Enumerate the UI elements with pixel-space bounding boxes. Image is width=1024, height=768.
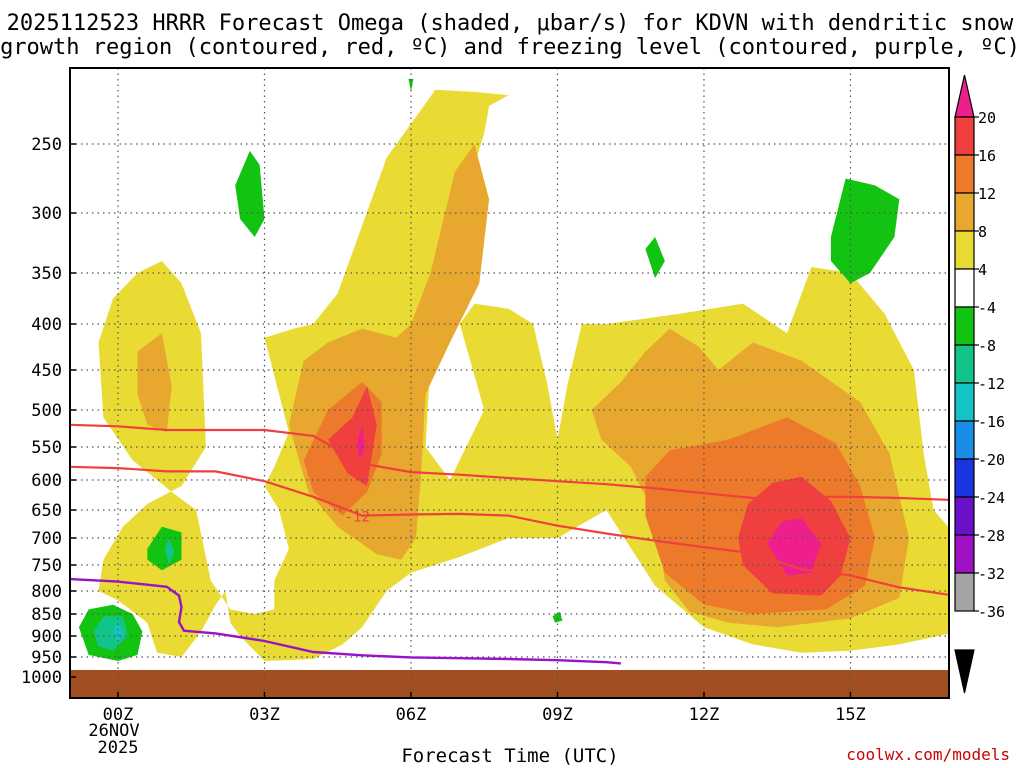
colorbar-label-6: -8: [978, 337, 996, 355]
y-tick-label-300: 300: [31, 204, 62, 224]
x-tick-label-06Z: 06Z: [396, 705, 427, 725]
omega-region-16-6: [328, 386, 377, 486]
omega-region-20-9: [767, 518, 822, 576]
omega-region-neg4-11: [645, 237, 665, 279]
y-tick-label-550: 550: [31, 438, 62, 458]
colorbar-label-8: -16: [978, 413, 1005, 431]
chart-title-line-1: 2025112523 HRRR Forecast Omega (shaded, …: [7, 11, 1014, 36]
colorbar-label-1: 16: [978, 147, 996, 165]
y-tick-label-1000: 1000: [21, 668, 62, 688]
colorbar-box-1: [954, 116, 975, 156]
y-tick-label-750: 750: [31, 556, 62, 576]
omega-region-20-8: [357, 424, 365, 461]
dendritic-growth-contours: -12: [70, 423, 949, 596]
colorbar-label-9: -20: [978, 451, 1005, 469]
dgz-contour-label: -12: [345, 510, 370, 526]
colorbar-box-10: [954, 458, 975, 498]
colorbar-box-3: [954, 192, 975, 232]
colorbar-box-2: [954, 154, 975, 194]
x-tick-label-00Z: 00Z: [103, 705, 134, 725]
y-tick-label-500: 500: [31, 401, 62, 421]
colorbar: 20 16 12 8 4 -4 -8 -12 -16 -20 -24 -28 -32 -36: [954, 74, 1005, 694]
colorbar-top-arrow: [954, 74, 975, 118]
y-tick-label-350: 350: [31, 264, 62, 284]
colorbar-label-3: 8: [978, 223, 987, 241]
y-tick-label-650: 650: [31, 501, 62, 521]
colorbar-label-11: -28: [978, 527, 1005, 545]
x-tick-label-09Z: 09Z: [542, 705, 573, 725]
x-tick-label-15Z: 15Z: [835, 705, 866, 725]
x-axis-label: Forecast Time (UTC): [401, 745, 618, 767]
omega-region-neg4-12: [830, 178, 900, 284]
colorbar-label-5: -4: [978, 299, 996, 317]
x-tick-date: 26NOV: [88, 721, 139, 741]
colorbar-box-12: [954, 534, 975, 574]
colorbar-box-7: [954, 344, 975, 384]
ground-surface: [70, 670, 949, 698]
colorbar-label-2: 12: [978, 185, 996, 203]
y-tick-label-900: 900: [31, 627, 62, 647]
y-tick-label-850: 850: [31, 605, 62, 625]
x-tick-label-03Z: 03Z: [249, 705, 280, 725]
y-tick-label-700: 700: [31, 529, 62, 549]
colorbar-bottom-arrow: [954, 649, 975, 694]
y-tick-label-400: 400: [31, 315, 62, 335]
colorbar-box-6: [954, 306, 975, 346]
y-tick-label-250: 250: [31, 135, 62, 155]
omega-region-neg12-19: [113, 622, 123, 643]
colorbar-label-10: -24: [978, 489, 1005, 507]
y-tick-label-800: 800: [31, 582, 62, 602]
dgz-contour-1: [70, 465, 949, 596]
plot-frame: [69, 67, 950, 699]
plot-area: -12: [70, 68, 949, 698]
x-tick-label-12Z: 12Z: [689, 705, 720, 725]
colorbar-box-8: [954, 382, 975, 422]
colorbar-box-9: [954, 420, 975, 460]
omega-region-8-1: [137, 333, 172, 433]
chart-title-line-2: growth region (contoured, red, ºC) and f…: [0, 35, 1020, 60]
y-tick-label-600: 600: [31, 471, 62, 491]
grid-lines: [70, 68, 949, 698]
colorbar-box-11: [954, 496, 975, 536]
colorbar-label-12: -32: [978, 565, 1005, 583]
colorbar-label-0: 20: [978, 109, 996, 127]
colorbar-box-5: [954, 268, 975, 308]
x-tick-year: 2025: [98, 738, 139, 758]
omega-region-neg8-18: [164, 538, 175, 565]
colorbar-label-7: -12: [978, 375, 1005, 393]
colorbar-label-13: -36: [978, 603, 1005, 621]
omega-shading: [78, 78, 949, 661]
y-tick-label-950: 950: [31, 648, 62, 668]
freezing-level-contour: [70, 577, 621, 665]
colorbar-box-4: [954, 230, 975, 270]
colorbar-label-4: 4: [978, 261, 987, 279]
omega-region-neg4-13: [147, 526, 182, 571]
credit-link[interactable]: coolwx.com/models: [846, 745, 1010, 764]
freezing-level-line: [70, 577, 621, 665]
dgz-contour-0: [70, 423, 949, 501]
y-tick-label-450: 450: [31, 361, 62, 381]
omega-region-neg8-17: [93, 616, 128, 651]
omega-region-neg4-10: [235, 150, 265, 237]
y-axis: 2503003504004505005506006507007508008509…: [21, 135, 76, 688]
colorbar-box-13: [954, 572, 975, 612]
